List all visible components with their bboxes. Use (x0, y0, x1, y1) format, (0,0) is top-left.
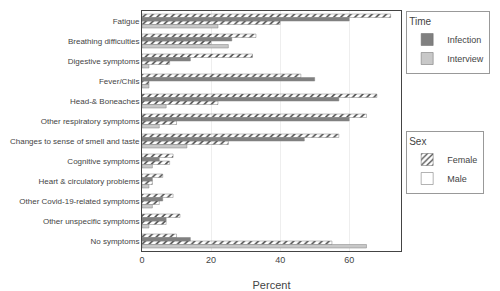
svg-text:Other unspecific symptoms: Other unspecific symptoms (43, 217, 139, 226)
svg-text:Changes to sense of smell and: Changes to sense of smell and taste (10, 137, 140, 146)
svg-text:Other respiratory symptoms: Other respiratory symptoms (41, 117, 140, 126)
svg-text:Infection: Infection (447, 35, 481, 45)
svg-text:60: 60 (344, 255, 354, 265)
svg-text:Fever/Chils: Fever/Chils (99, 77, 139, 86)
svg-text:Head-& Boneaches: Head-& Boneaches (70, 97, 139, 106)
svg-text:Interview: Interview (447, 54, 484, 64)
svg-text:Time: Time (409, 16, 431, 27)
svg-text:Cognitive symptoms: Cognitive symptoms (67, 157, 139, 166)
svg-text:Male: Male (447, 174, 467, 184)
svg-text:0: 0 (139, 255, 144, 265)
svg-text:No symptoms: No symptoms (90, 237, 139, 246)
svg-text:Heart & circulatory problems: Heart & circulatory problems (38, 177, 139, 186)
svg-text:Female: Female (447, 155, 477, 165)
svg-text:20: 20 (206, 255, 216, 265)
svg-text:40: 40 (275, 255, 285, 265)
svg-text:Fatigue: Fatigue (113, 17, 140, 26)
svg-text:Other Covid-19-related symptom: Other Covid-19-related symptoms (19, 197, 139, 206)
svg-text:Sex: Sex (409, 136, 426, 147)
svg-text:Digestive symptoms: Digestive symptoms (68, 57, 140, 66)
svg-text:Breathing difficulties: Breathing difficulties (68, 37, 139, 46)
svg-text:Percent: Percent (253, 279, 291, 291)
